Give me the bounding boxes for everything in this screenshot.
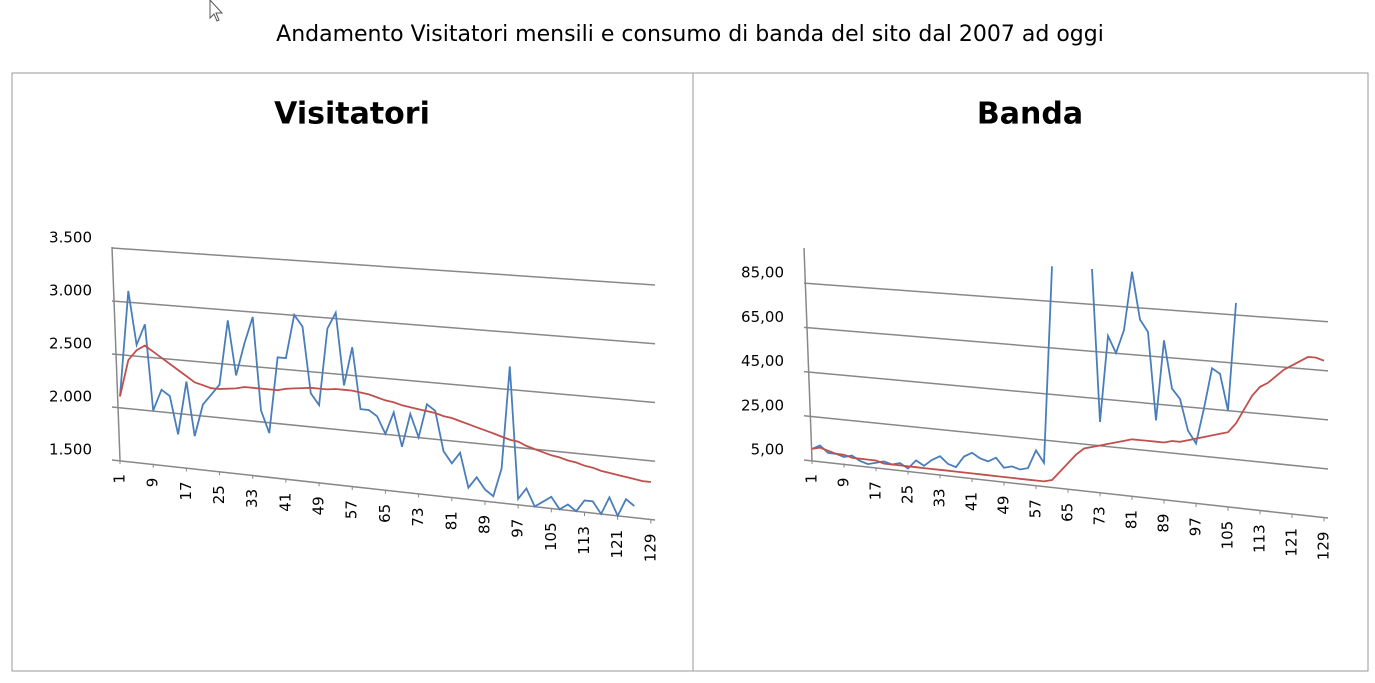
y-tick-label: 25,00 bbox=[741, 396, 784, 414]
x-tick-label: 25 bbox=[899, 485, 917, 504]
x-tick-label: 9 bbox=[835, 478, 853, 488]
x-tick-label: 113 bbox=[575, 526, 593, 555]
y-tick-label: 85,00 bbox=[741, 264, 784, 282]
grid-line bbox=[111, 247, 656, 286]
y-axis bbox=[111, 246, 121, 461]
x-tick-label: 57 bbox=[1027, 499, 1045, 518]
x-tick-label: 129 bbox=[1315, 532, 1333, 561]
x-tick-label: 49 bbox=[995, 496, 1013, 515]
x-tick-label: 89 bbox=[475, 515, 493, 534]
cursor bbox=[209, 0, 224, 22]
page-title: Andamento Visitatori mensili e consumo d… bbox=[276, 22, 1104, 47]
y-tick-label: 5,00 bbox=[751, 441, 784, 459]
x-tick-label: 105 bbox=[542, 522, 560, 551]
y-tick-label: 3.500 bbox=[49, 229, 92, 247]
x-tick-label: 49 bbox=[310, 496, 328, 515]
series-line bbox=[119, 344, 651, 483]
x-tick-label: 1 bbox=[803, 474, 821, 484]
x-tick-label: 41 bbox=[276, 493, 294, 512]
chart-title: Visitatori bbox=[274, 97, 430, 132]
x-tick-label: 33 bbox=[243, 489, 261, 508]
x-tick-label: 65 bbox=[376, 504, 394, 523]
x-tick-label: 97 bbox=[509, 519, 527, 538]
x-tick-label: 17 bbox=[177, 481, 195, 500]
x-tick-label: 41 bbox=[963, 492, 981, 511]
x-tick-label: 57 bbox=[343, 500, 361, 519]
frame bbox=[11, 72, 1369, 672]
series-line bbox=[811, 355, 1325, 483]
x-tick-label: 129 bbox=[641, 534, 659, 563]
y-tick-label: 65,00 bbox=[741, 308, 784, 326]
grid-line bbox=[111, 300, 656, 345]
series-line bbox=[811, 266, 1237, 471]
grid-line bbox=[803, 326, 1329, 372]
x-tick-label: 17 bbox=[867, 481, 885, 500]
grid-line bbox=[803, 370, 1329, 421]
x-tick-label: 65 bbox=[1059, 503, 1077, 522]
y-axis bbox=[803, 247, 813, 461]
grid-line bbox=[803, 459, 1329, 519]
grid-line bbox=[803, 282, 1329, 323]
x-tick-label: 81 bbox=[442, 511, 460, 530]
grid-line bbox=[803, 415, 1329, 470]
y-tick-label: 2.000 bbox=[49, 388, 92, 406]
series-line bbox=[119, 290, 635, 518]
grid-line bbox=[111, 353, 656, 404]
x-tick-label: 121 bbox=[1283, 528, 1301, 557]
x-tick-label: 89 bbox=[1155, 514, 1173, 533]
x-tick-label: 105 bbox=[1219, 521, 1237, 550]
x-tick-label: 33 bbox=[931, 488, 949, 507]
x-tick-label: 113 bbox=[1251, 524, 1269, 553]
x-tick-label: 73 bbox=[1091, 506, 1109, 525]
y-tick-label: 2.500 bbox=[49, 335, 92, 353]
x-tick-label: 81 bbox=[1123, 510, 1141, 529]
y-tick-label: 1.500 bbox=[49, 441, 92, 459]
x-tick-label: 73 bbox=[409, 507, 427, 526]
x-tick-label: 25 bbox=[210, 485, 228, 504]
chart-title: Banda bbox=[977, 97, 1083, 132]
y-tick-label: 45,00 bbox=[741, 352, 784, 370]
x-tick-label: 121 bbox=[608, 530, 626, 559]
grid-line bbox=[111, 459, 656, 521]
x-tick-label: 1 bbox=[111, 474, 129, 484]
x-tick-label: 9 bbox=[144, 478, 162, 488]
y-tick-label: 3.000 bbox=[49, 282, 92, 300]
x-tick-label: 97 bbox=[1187, 517, 1205, 536]
grid-line bbox=[111, 406, 656, 462]
